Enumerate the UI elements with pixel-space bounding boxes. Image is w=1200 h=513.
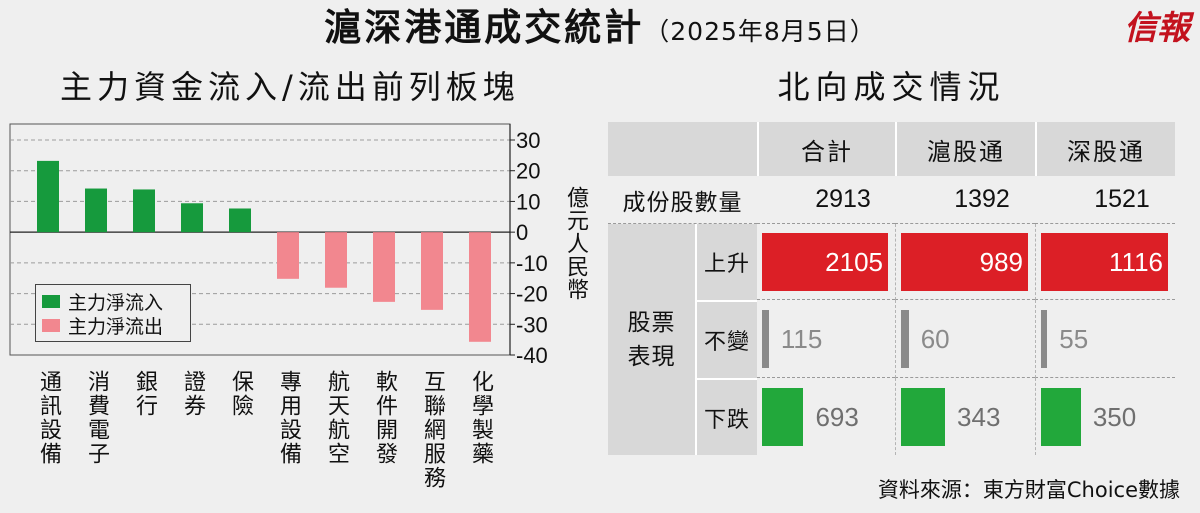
- unchanged-shenzhen-value: 55: [1059, 323, 1089, 354]
- constituents-label: 成份股數量: [608, 176, 757, 224]
- column-header-shenzhen: 深股通: [1035, 122, 1175, 176]
- chart-bar: [277, 232, 299, 279]
- fall-label: 下跌: [697, 378, 757, 455]
- rise-shanghai-bar: [901, 232, 1028, 291]
- column-header-shanghai: 滬股通: [895, 122, 1035, 176]
- rise-shenzhen-cell: 1116: [1035, 224, 1175, 300]
- fall-shanghai-bar-area: 343: [901, 387, 1028, 446]
- legend-label-outflow: 主力淨流出: [68, 315, 164, 338]
- chart-bar: [373, 232, 395, 302]
- legend-swatch-inflow: [42, 294, 60, 308]
- constituents-shenzhen: 1521: [1035, 176, 1175, 224]
- y-tick-label: 0: [516, 220, 528, 245]
- category-label: 航天航空: [324, 370, 349, 466]
- unchanged-total-value: 115: [780, 323, 823, 354]
- constituents-total: 2913: [757, 176, 895, 224]
- unchanged-shenzhen-bar: [1041, 309, 1048, 368]
- y-tick-label: 30: [516, 128, 540, 153]
- publisher-logo: 信報: [1124, 8, 1190, 47]
- unchanged-total-bar-area: 115: [762, 309, 888, 368]
- legend-swatch-outflow: [42, 318, 60, 332]
- header-blank-cell: [608, 122, 757, 176]
- bar-chart-title: 主力資金流入/流出前列板塊: [60, 68, 520, 106]
- constituents-shanghai: 1392: [895, 176, 1035, 224]
- unchanged-shenzhen-bar-area: 55: [1041, 309, 1168, 368]
- rise-shenzhen-bar-area: 1116: [1041, 232, 1168, 291]
- chart-bar: [37, 160, 59, 233]
- y-tick-label: 10: [516, 189, 540, 214]
- fall-total-bar: [762, 387, 804, 446]
- category-label: 軟件開發: [372, 370, 397, 466]
- y-axis-label: 億元人民幣: [563, 186, 588, 301]
- fall-shanghai-cell: 343: [895, 378, 1035, 455]
- fall-row: 下跌 693 343 350: [608, 378, 1175, 455]
- legend-label-inflow: 主力淨流入: [68, 291, 164, 314]
- category-label: 證券: [180, 370, 205, 418]
- date-label: （2025年8月5日）: [644, 17, 876, 46]
- unchanged-shanghai-bar: [901, 309, 909, 368]
- fall-shenzhen-bar: [1041, 387, 1081, 446]
- unchanged-shanghai-cell: 60: [895, 300, 1035, 378]
- y-tick-label: -20: [516, 282, 548, 307]
- rise-label: 上升: [697, 224, 757, 300]
- table-title: 北向成交情況: [777, 68, 1006, 106]
- legend-item-inflow: 主力淨流入: [42, 289, 184, 314]
- chart-bar: [229, 208, 251, 233]
- chart-legend: 主力淨流入 主力淨流出: [35, 284, 191, 342]
- infographic-title: 滬深港通成交統計（2025年8月5日）: [0, 6, 1200, 57]
- chart-bar: [181, 203, 203, 233]
- category-label: 消費電子: [84, 370, 109, 466]
- performance-group-label: 股票表現: [627, 309, 676, 370]
- rise-shenzhen-value: 1116: [1109, 246, 1163, 277]
- fall-shenzhen-value: 350: [1092, 401, 1137, 432]
- unchanged-total-bar: [762, 309, 769, 368]
- legend-item-outflow: 主力淨流出: [42, 313, 184, 338]
- column-header-total: 合計: [757, 122, 895, 176]
- y-tick-label: 20: [516, 159, 540, 184]
- y-tick-label: -10: [516, 251, 548, 276]
- fall-total-cell: 693: [757, 378, 895, 455]
- unchanged-label: 不變: [697, 300, 757, 378]
- unchanged-shanghai-bar-area: 60: [901, 309, 1028, 368]
- y-tick-label: -40: [516, 343, 548, 368]
- category-label: 保險: [228, 370, 253, 418]
- unchanged-shenzhen-cell: 55: [1035, 300, 1175, 378]
- constituents-row: 成份股數量 2913 1392 1521: [608, 176, 1175, 224]
- category-label: 通訊設備: [36, 370, 61, 466]
- rise-shenzhen-bar: [1041, 232, 1168, 291]
- category-label: 互聯網服務: [420, 370, 445, 490]
- chart-bar: [85, 188, 107, 233]
- rise-shanghai-value: 989: [979, 246, 1023, 277]
- fall-shanghai-bar: [901, 387, 946, 446]
- northbound-table: 合計 滬股通 深股通 成份股數量 2913 1392 1521 股票表現 上升 …: [608, 122, 1175, 455]
- category-label: 專用設備: [276, 370, 301, 466]
- performance-group-cell: 股票表現: [608, 224, 697, 455]
- fall-shanghai-value: 343: [957, 401, 1001, 432]
- chart-bar: [325, 232, 347, 288]
- fall-shenzhen-cell: 350: [1035, 378, 1175, 455]
- y-tick-label: -30: [516, 312, 548, 337]
- unchanged-row: 不變 115 60 55: [608, 300, 1175, 378]
- rise-total-bar-area: 2105: [762, 232, 888, 291]
- data-source-note: 資料來源：東方財富Choice數據: [877, 478, 1180, 502]
- rise-total-cell: 2105: [757, 224, 895, 300]
- chart-bar: [421, 232, 443, 310]
- rise-shanghai-cell: 989: [895, 224, 1035, 300]
- rise-shanghai-bar-area: 989: [901, 232, 1028, 291]
- rise-total-value: 2105: [825, 246, 883, 277]
- chart-bar: [133, 189, 155, 233]
- chart-bar: [469, 232, 491, 342]
- unchanged-total-cell: 115: [757, 300, 895, 378]
- fall-total-value: 693: [815, 401, 859, 432]
- unchanged-shanghai-value: 60: [920, 323, 950, 354]
- rise-row: 股票表現 上升 2105 989 1116: [608, 224, 1175, 455]
- category-label: 銀行: [132, 370, 157, 418]
- table-header-row: 合計 滬股通 深股通: [608, 122, 1175, 176]
- fall-shenzhen-bar-area: 350: [1041, 387, 1168, 446]
- main-title: 滬深港通成交統計: [324, 6, 645, 49]
- category-label: 化學製藥: [468, 370, 493, 466]
- rise-total-bar: [762, 232, 888, 291]
- fall-total-bar-area: 693: [762, 387, 888, 446]
- fund-flow-bar-chart: 30 20 10 0 -10 -20 -30 -40: [9, 123, 548, 368]
